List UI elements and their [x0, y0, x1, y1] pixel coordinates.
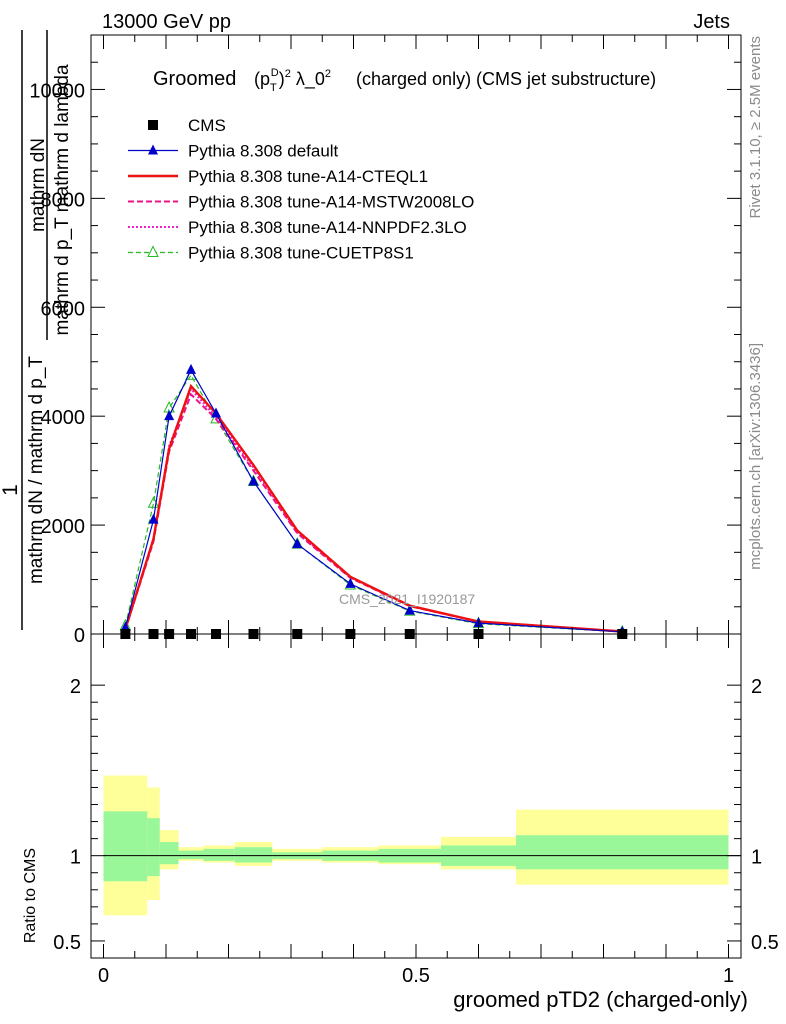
legend-entry-cms: CMS	[148, 116, 226, 135]
point-default-3	[186, 363, 196, 374]
point-default-0	[120, 621, 131, 632]
ylabel-frac-den: mathrm d p_T mathrm d lambda	[52, 64, 73, 335]
series-default	[120, 363, 628, 636]
point-default-5	[248, 475, 259, 486]
title-groomed: Groomed	[153, 68, 236, 90]
title-rest: (charged only) (CMS jet substructure)	[356, 69, 656, 89]
tick-labels: 0 2000 4000 6000 8000 10000 0 0.5 1 0.5 0.5 1 1 2 2	[29, 80, 778, 987]
legend-entry-nnpdf: Pythia 8.308 tune-A14-NNPDF2.3LO	[128, 218, 467, 237]
band-inner-1	[147, 818, 160, 877]
ytick-label-4: 8000	[41, 189, 86, 211]
legend-entry-mstw: Pythia 8.308 tune-A14-MSTW2008LO	[128, 193, 474, 212]
legend-marker-cms	[148, 120, 158, 130]
mcplots-label: mcplots.cern.ch [arXiv:1306.3436]	[747, 343, 764, 570]
ytick-label-3: 6000	[41, 298, 86, 320]
legend-label-nnpdf: Pythia 8.308 tune-A14-NNPDF2.3LO	[188, 218, 467, 237]
legend-label-default: Pythia 8.308 default	[188, 142, 339, 161]
title-formula: (pTD)2 λ_02	[254, 67, 331, 94]
legend-label-cteql1: Pythia 8.308 tune-A14-CTEQL1	[188, 167, 428, 186]
point-default-7	[345, 577, 356, 588]
axis-ticks	[91, 34, 741, 958]
point-default-6	[292, 538, 303, 549]
legend-entry-cteql1: Pythia 8.308 tune-A14-CTEQL1	[128, 167, 428, 186]
series-cteql1	[124, 383, 623, 633]
ytick-label-2: 4000	[41, 407, 86, 429]
ratio-ytick-label-right-0: 0.5	[751, 932, 779, 954]
band-inner-0	[103, 811, 148, 882]
ylabel-bottom: mathrm dN / mathrm d p_T	[26, 356, 47, 584]
xtick-label-0: 0	[98, 965, 109, 987]
rivet-label: Rivet 3.1.10, ≥ 2.5M events	[747, 36, 764, 219]
legend-entry-default: Pythia 8.308 default	[128, 142, 339, 161]
legend-label-cms: CMS	[188, 116, 226, 135]
legend-entry-cuetp8s1: Pythia 8.308 tune-CUETP8S1	[128, 244, 414, 263]
ratio-ytick-label-right-1: 1	[751, 847, 762, 869]
ratio-ytick-label-right-2: 2	[751, 676, 762, 698]
ylabel-frac-num: mathrm dN	[28, 138, 49, 232]
ytick-label-1: 2000	[41, 516, 86, 538]
legend-label-cuetp8s1: Pythia 8.308 tune-CUETP8S1	[188, 244, 414, 263]
ratio-frame	[90, 633, 742, 959]
band-inner-2	[159, 842, 179, 865]
ratio-bands	[103, 775, 729, 916]
plot-title: Groomed (pTD)2 λ_02 (charged only) (CMS …	[153, 67, 656, 94]
header-left: 13000 GeV pp	[102, 11, 231, 33]
watermark: CMS_2021_I1920187	[339, 591, 475, 607]
legend-label-mstw: Pythia 8.308 tune-A14-MSTW2008LO	[188, 193, 474, 212]
ratio-ylabel: Ratio to CMS	[22, 848, 39, 943]
point-default-2	[164, 410, 175, 421]
ytick-label-5: 10000	[29, 80, 85, 102]
legend: CMS Pythia 8.308 default Pythia 8.308 tune…	[128, 116, 474, 263]
main-ylabel: 1 mathrm dN mathrm d p_T mathrm d lambda…	[0, 30, 73, 630]
line-cteql1	[124, 383, 623, 633]
x-axis-label: groomed pTD2 (charged-only)	[453, 987, 748, 1012]
band-inner-10	[516, 835, 729, 870]
point-default-4	[211, 407, 221, 418]
ratio-ytick-label-left-2: 2	[70, 676, 81, 698]
ratio-ytick-label-left-0: 0.5	[53, 932, 81, 954]
series-layer	[119, 363, 629, 639]
point-default-8	[404, 604, 415, 615]
xtick-label-1: 0.5	[402, 965, 430, 987]
point-default-1	[148, 513, 159, 524]
header-right: Jets	[693, 11, 730, 33]
ytick-label-0: 0	[74, 625, 85, 647]
band-inner-3	[178, 850, 204, 860]
ylabel-one: 1	[0, 484, 22, 496]
ratio-ytick-label-left-1: 1	[70, 847, 81, 869]
xtick-label-2: 1	[723, 965, 734, 987]
legend-marker-cuetp8s1	[147, 245, 159, 257]
band-inner-4	[203, 848, 235, 861]
band-inner-5	[234, 847, 273, 863]
legend-marker-default	[148, 144, 158, 155]
